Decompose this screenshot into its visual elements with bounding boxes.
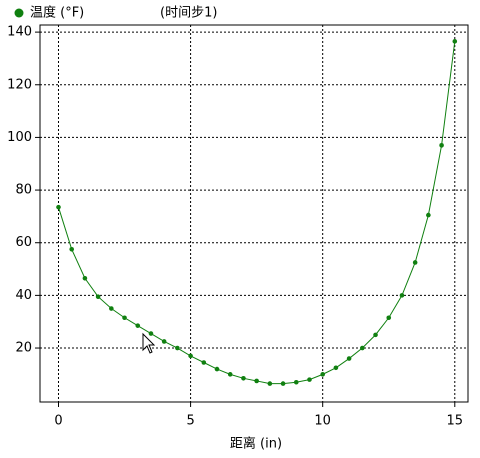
y-tick-label: 20: [15, 341, 32, 356]
data-point: [399, 293, 405, 298]
data-point: [360, 345, 365, 351]
y-tick-label: 60: [15, 235, 32, 250]
data-point: [122, 315, 127, 321]
data-point: [56, 204, 61, 210]
data-point: [69, 247, 75, 252]
data-point: [280, 381, 286, 386]
y-tick-label: 80: [15, 183, 32, 198]
data-point: [333, 365, 339, 371]
x-tick-label: 0: [54, 414, 62, 429]
data-point: [373, 332, 378, 338]
x-tick-label: 15: [447, 414, 464, 429]
data-point: [426, 212, 431, 218]
y-tick-label: 120: [7, 77, 32, 92]
data-point: [293, 379, 299, 385]
x-tick-label: 10: [314, 414, 331, 429]
data-point: [307, 377, 312, 382]
data-point: [452, 39, 458, 44]
y-tick-label: 100: [7, 130, 32, 145]
data-point: [267, 381, 273, 386]
data-point: [254, 378, 259, 384]
mouse-cursor: [142, 332, 156, 354]
data-point: [439, 143, 444, 148]
chart-subtitle: (时间步1): [160, 6, 217, 21]
data-point: [227, 372, 233, 377]
data-point: [320, 372, 325, 377]
data-point: [175, 345, 180, 351]
plot-area: [39, 24, 469, 403]
data-point: [214, 366, 220, 372]
data-point: [82, 275, 88, 281]
data-point: [412, 260, 418, 265]
y-tick-label: 140: [7, 25, 32, 40]
data-point: [148, 331, 154, 336]
data-point: [161, 339, 167, 344]
y-tick-label: 40: [15, 288, 32, 303]
data-point: [346, 356, 352, 361]
x-tick-label: 5: [186, 414, 194, 429]
data-point: [135, 323, 141, 328]
data-point: [386, 315, 392, 321]
data-point: [95, 294, 101, 299]
legend-label: 温度 (°F): [30, 5, 84, 21]
data-point: [241, 376, 246, 381]
data-point: [188, 353, 193, 359]
legend-marker: [14, 8, 24, 18]
x-axis-label: 距离 (in): [230, 436, 282, 452]
data-point: [201, 360, 207, 365]
data-point: [109, 306, 114, 311]
